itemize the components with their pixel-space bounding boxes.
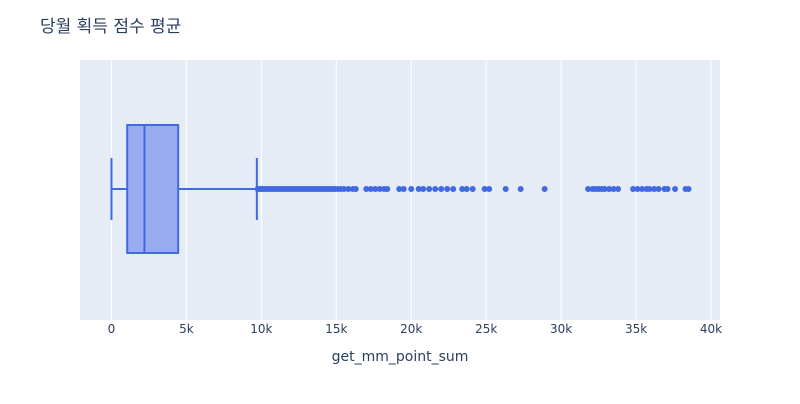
outlier-point bbox=[541, 186, 548, 192]
outlier-point bbox=[396, 186, 403, 192]
x-tick-label: 40k bbox=[700, 322, 722, 336]
outlier-point bbox=[345, 186, 352, 192]
x-tick-label: 5k bbox=[179, 322, 194, 336]
x-axis-title: get_mm_point_sum bbox=[332, 349, 469, 365]
outlier-point bbox=[639, 186, 646, 192]
outlier-point bbox=[372, 186, 379, 192]
outlier-point bbox=[438, 186, 445, 192]
outlier-point bbox=[630, 186, 637, 192]
outlier-points bbox=[254, 186, 692, 192]
outlier-point bbox=[459, 186, 466, 192]
x-tick-label: 25k bbox=[475, 322, 497, 336]
outlier-point bbox=[400, 186, 407, 192]
outlier-point bbox=[420, 186, 427, 192]
outlier-point bbox=[469, 186, 476, 192]
outlier-point bbox=[367, 186, 374, 192]
outlier-point bbox=[486, 186, 493, 192]
outlier-point bbox=[502, 186, 509, 192]
x-tick-label: 35k bbox=[625, 322, 647, 336]
outlier-point bbox=[585, 186, 592, 192]
outlier-point bbox=[601, 186, 608, 192]
x-tick-label: 20k bbox=[400, 322, 422, 336]
x-tick-label: 15k bbox=[325, 322, 347, 336]
chart-title: 당월 획득 점수 평균 bbox=[40, 17, 182, 37]
outlier-point bbox=[646, 186, 653, 192]
outlier-point bbox=[517, 186, 524, 192]
outlier-point bbox=[672, 186, 679, 192]
outlier-point bbox=[664, 186, 671, 192]
outlier-point bbox=[408, 186, 415, 192]
outlier-point bbox=[655, 186, 662, 192]
x-tick-label: 10k bbox=[250, 322, 272, 336]
outlier-point bbox=[415, 186, 422, 192]
outlier-point bbox=[463, 186, 470, 192]
outlier-point bbox=[426, 186, 433, 192]
outlier-point bbox=[651, 186, 658, 192]
outlier-point bbox=[450, 186, 457, 192]
outlier-point bbox=[376, 186, 383, 192]
x-tick-label: 30k bbox=[550, 322, 572, 336]
outlier-point bbox=[634, 186, 641, 192]
outlier-point bbox=[384, 186, 391, 192]
outlier-point bbox=[481, 186, 488, 192]
outlier-point bbox=[432, 186, 439, 192]
outlier-point bbox=[340, 186, 347, 192]
outlier-point bbox=[610, 186, 617, 192]
x-tick-labels: 0 5k 10k 15k 20k 25k 30k 35k 40k bbox=[108, 322, 723, 336]
box-iqr bbox=[126, 124, 180, 254]
outlier-point bbox=[685, 186, 692, 192]
outlier-point bbox=[615, 186, 622, 192]
box-group bbox=[110, 124, 258, 254]
outlier-point bbox=[444, 186, 451, 192]
outlier-point bbox=[352, 186, 359, 192]
outlier-point bbox=[606, 186, 613, 192]
outlier-point bbox=[363, 186, 370, 192]
x-tick-label: 0 bbox=[108, 322, 116, 336]
